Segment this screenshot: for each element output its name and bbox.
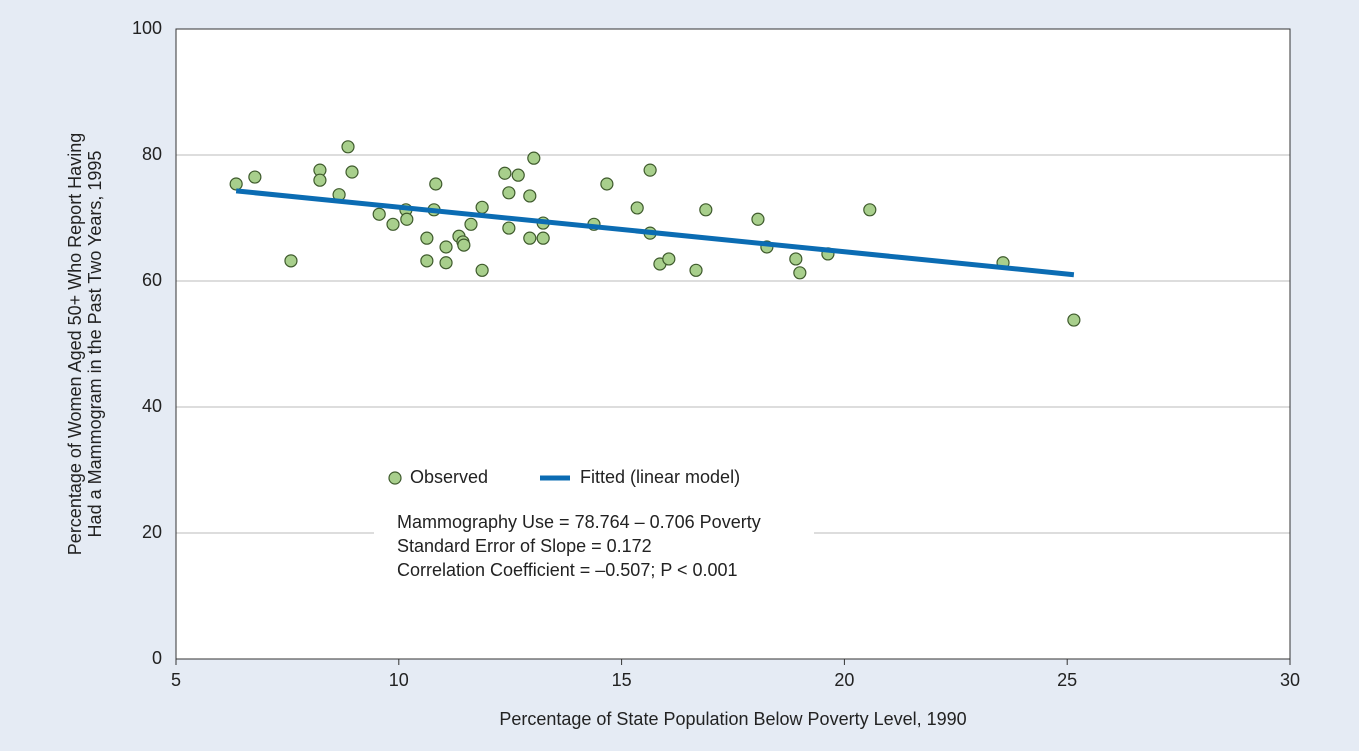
- point: [789, 252, 803, 266]
- point: [284, 254, 298, 268]
- annotation-box: [374, 510, 814, 590]
- x-axis-label: Percentage of State Population Below Pov…: [499, 709, 966, 729]
- point: [527, 151, 541, 165]
- point: [630, 201, 644, 215]
- x-tick-label: 5: [171, 670, 181, 690]
- point: [475, 263, 489, 277]
- point: [511, 168, 525, 182]
- y-axis-label: Percentage of Women Aged 50+ Who Report …: [65, 133, 85, 555]
- x-tick-label: 20: [834, 670, 854, 690]
- y-tick-label: 100: [132, 18, 162, 38]
- point: [248, 170, 262, 184]
- x-tick-label: 15: [612, 670, 632, 690]
- y-tick-label: 60: [142, 270, 162, 290]
- point: [439, 256, 453, 270]
- point: [523, 231, 537, 245]
- annotation: Standard Error of Slope = 0.172: [397, 536, 652, 556]
- legend-marker: [388, 471, 402, 485]
- point: [662, 252, 676, 266]
- point: [699, 203, 713, 217]
- point: [400, 212, 414, 226]
- y-tick-label: 40: [142, 396, 162, 416]
- x-tick-label: 25: [1057, 670, 1077, 690]
- point: [386, 217, 400, 231]
- point: [372, 207, 386, 221]
- point: [420, 254, 434, 268]
- point: [313, 173, 327, 187]
- annotation: Mammography Use = 78.764 – 0.706 Poverty: [397, 512, 761, 532]
- point: [229, 177, 243, 191]
- y-tick-label: 0: [152, 648, 162, 668]
- y-tick-label: 20: [142, 522, 162, 542]
- point: [345, 165, 359, 179]
- point: [420, 231, 434, 245]
- plot-frame: [175, 28, 1291, 660]
- point: [600, 177, 614, 191]
- fit-line: [235, 188, 1075, 278]
- x-tick-label: 10: [389, 670, 409, 690]
- point: [464, 217, 478, 231]
- y-axis-label: Had a Mammogram in the Past Two Years, 1…: [85, 151, 105, 538]
- y-tick-label: 80: [142, 144, 162, 164]
- point: [751, 212, 765, 226]
- point: [457, 238, 471, 252]
- point: [502, 186, 516, 200]
- annotation: Correlation Coefficient = –0.507; P < 0.…: [397, 560, 738, 580]
- legend-label: Observed: [410, 467, 488, 487]
- point: [863, 203, 877, 217]
- point: [536, 231, 550, 245]
- point: [523, 189, 537, 203]
- point: [1067, 313, 1081, 327]
- point: [429, 177, 443, 191]
- point: [341, 140, 355, 154]
- point: [689, 263, 703, 277]
- legend-label: Fitted (linear model): [580, 467, 740, 487]
- point: [643, 163, 657, 177]
- point: [793, 266, 807, 280]
- point: [439, 240, 453, 254]
- point: [498, 166, 512, 180]
- x-tick-label: 30: [1280, 670, 1300, 690]
- point: [502, 221, 516, 235]
- point: [475, 200, 489, 214]
